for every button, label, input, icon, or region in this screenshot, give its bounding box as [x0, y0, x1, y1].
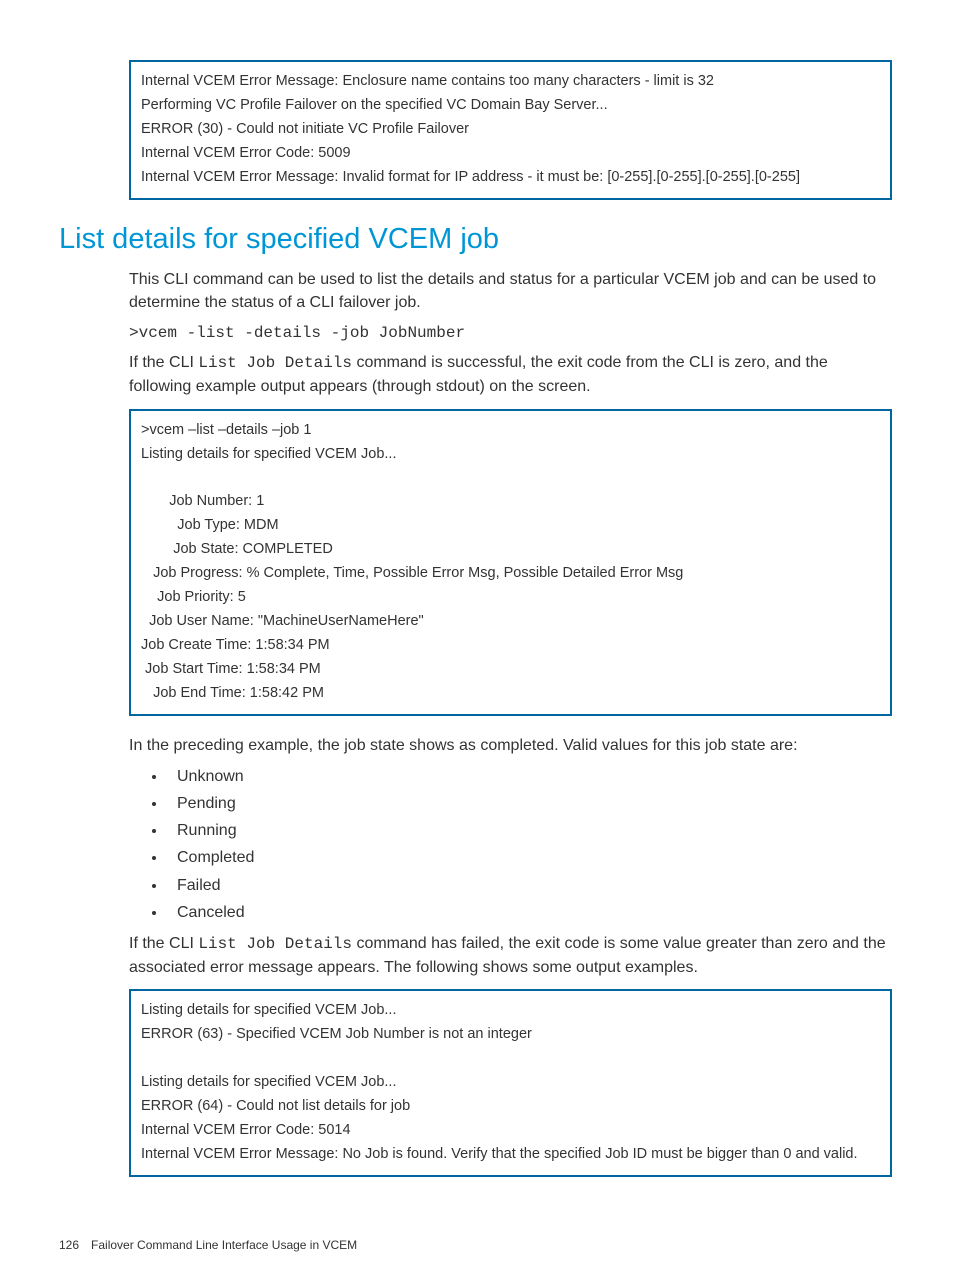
job-state-item: Unknown — [167, 765, 892, 788]
output-line: Job Create Time: 1:58:34 PM — [141, 634, 880, 658]
output-line: Listing details for specified VCEM Job..… — [141, 999, 880, 1023]
output-line: Listing details for specified VCEM Job..… — [141, 443, 880, 467]
output-line: ERROR (64) - Could not list details for … — [141, 1095, 880, 1119]
output-line: Job Start Time: 1:58:34 PM — [141, 658, 880, 682]
output-line: Internal VCEM Error Message: Enclosure n… — [141, 70, 880, 94]
output-line: ERROR (30) - Could not initiate VC Profi… — [141, 118, 880, 142]
page-footer: 126 Failover Command Line Interface Usage… — [59, 1237, 892, 1254]
command-line-example: >vcem -list -details -job JobNumber — [129, 322, 892, 345]
job-details-output-box: >vcem –list –details –job 1Listing detai… — [129, 409, 892, 716]
job-state-item: Pending — [167, 792, 892, 815]
output-line: Job User Name: "MachineUserNameHere" — [141, 610, 880, 634]
job-state-item: Failed — [167, 874, 892, 897]
section-heading: List details for specified VCEM job — [59, 218, 892, 260]
output-line: Job End Time: 1:58:42 PM — [141, 682, 880, 706]
job-state-list: Unknown Pending Running Completed Failed Canc… — [167, 765, 892, 924]
footer-title: Failover Command Line Interface Usage in… — [91, 1238, 357, 1252]
text: If the CLI — [129, 354, 198, 371]
error-output-box-2: Listing details for specified VCEM Job..… — [129, 989, 892, 1176]
output-line — [141, 1047, 880, 1071]
paragraph-success: If the CLI List Job Details command is s… — [129, 351, 892, 398]
text: If the CLI — [129, 935, 198, 952]
output-line: Job Number: 1 — [141, 490, 880, 514]
paragraph-failure: If the CLI List Job Details command has … — [129, 932, 892, 979]
output-line: Internal VCEM Error Message: No Job is f… — [141, 1143, 880, 1167]
output-line: Performing VC Profile Failover on the sp… — [141, 94, 880, 118]
output-line: Internal VCEM Error Code: 5014 — [141, 1119, 880, 1143]
job-state-item: Completed — [167, 846, 892, 869]
output-line: Job Type: MDM — [141, 514, 880, 538]
output-line: ERROR (63) - Specified VCEM Job Number i… — [141, 1023, 880, 1047]
page-number: 126 — [59, 1238, 79, 1252]
inline-code: List Job Details — [198, 354, 352, 372]
output-line: Job Priority: 5 — [141, 586, 880, 610]
output-line: Listing details for specified VCEM Job..… — [141, 1071, 880, 1095]
paragraph-states: In the preceding example, the job state … — [129, 734, 892, 757]
output-line — [141, 466, 880, 490]
job-state-item: Canceled — [167, 901, 892, 924]
output-line: >vcem –list –details –job 1 — [141, 419, 880, 443]
inline-code: List Job Details — [198, 935, 352, 953]
output-line: Job State: COMPLETED — [141, 538, 880, 562]
job-state-item: Running — [167, 819, 892, 842]
output-line: Internal VCEM Error Message: Invalid for… — [141, 166, 880, 190]
output-line: Internal VCEM Error Code: 5009 — [141, 142, 880, 166]
error-output-box-1: Internal VCEM Error Message: Enclosure n… — [129, 60, 892, 200]
paragraph-intro: This CLI command can be used to list the… — [129, 268, 892, 314]
output-line: Job Progress: % Complete, Time, Possible… — [141, 562, 880, 586]
